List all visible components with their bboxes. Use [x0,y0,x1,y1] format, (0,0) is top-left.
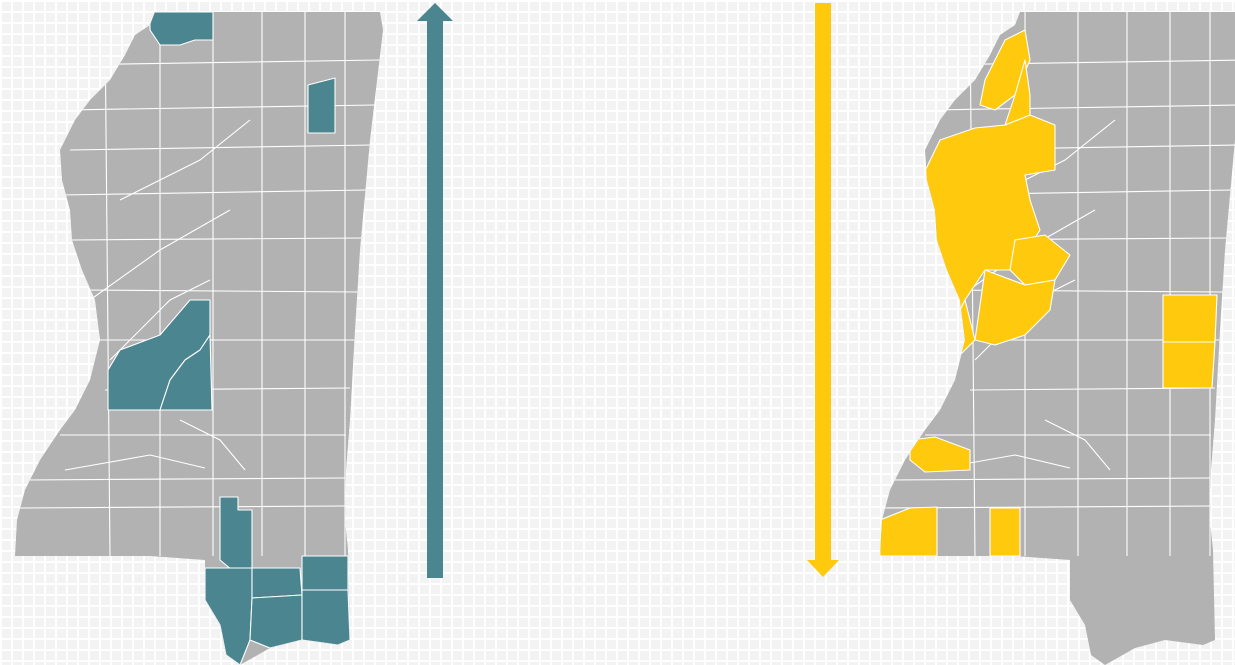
county-border-line [79,289,359,293]
county-border-line [64,454,206,471]
county-border-line [969,24,976,557]
mississippi-county-map-left [15,12,383,665]
highlighted-county-north-central [307,77,336,134]
county-border-line [1044,419,1111,471]
highlighted-county-gulf-coast-center [251,567,303,599]
county-borders-left [19,12,381,557]
highlighted-county-northwest-border [149,12,214,46]
county-border-line [89,209,231,301]
county-border-line [19,505,346,509]
county-border-line [24,477,346,481]
county-border-line [929,104,1235,111]
highlighted-county-attala-yazoo [974,269,1056,346]
decrease-panel [807,3,1235,665]
highlighted-county-pearl-river-corridor [219,496,253,571]
increase-arrow [417,3,453,578]
county-border-line [109,279,211,361]
highlighted-county-gulf-coast-south [249,594,303,649]
county-border-line [884,505,1211,509]
decrease-arrow [807,3,839,577]
highlighted-county-southwest-wilkinson [880,506,938,557]
county-border-line [104,24,111,557]
highlighted-county-delta-east [1004,59,1031,126]
highlighted-county-gulf-coast-east-lower [301,589,351,646]
mississippi-county-map-right [880,12,1235,665]
county-border-line [889,477,1211,481]
county-border-line [69,237,363,241]
arrow-down-icon [807,560,839,577]
county-border-line [69,144,373,151]
highlighted-county-delta-north [979,29,1031,111]
highlight-layer-left [107,12,351,665]
county-border-line [59,189,369,196]
highlighted-county-gulf-coast-east-upper [301,555,349,591]
highlighted-county-southwest-walthall [989,507,1021,557]
highlight-layer-right [880,29,1218,557]
highlighted-county-madison [159,334,213,411]
decrease-arrow-shaft [815,3,831,561]
increase-panel [15,3,453,665]
arrow-up-icon [417,3,453,21]
highlighted-county-east-central-border-lower [1162,341,1216,389]
highlighted-county-southwest-jefferson [909,436,971,473]
highlighted-county-gulf-coast-west [204,567,253,665]
county-border-line [179,419,246,471]
highlighted-county-east-central-border-upper [1162,294,1218,343]
county-border-line [119,119,251,201]
increase-arrow-shaft [427,20,443,578]
